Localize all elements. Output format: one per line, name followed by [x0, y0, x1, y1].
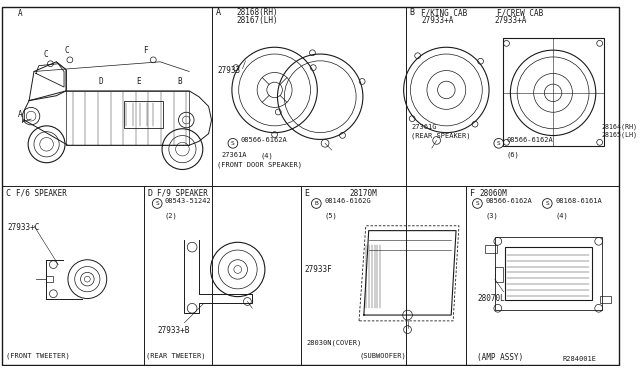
Text: 27933+A: 27933+A: [495, 16, 527, 25]
Text: 08566-6162A: 08566-6162A: [506, 137, 553, 143]
Text: F: F: [470, 189, 475, 198]
Bar: [45, 276, 53, 282]
Text: 28070L: 28070L: [477, 294, 505, 303]
Text: (6): (6): [506, 151, 519, 158]
Text: 27361A: 27361A: [221, 152, 247, 158]
Text: F: F: [143, 46, 148, 55]
Text: E: E: [305, 189, 310, 198]
Text: A: A: [216, 9, 220, 17]
Text: 27933+A: 27933+A: [421, 16, 454, 25]
Text: S: S: [156, 201, 159, 206]
Bar: [504, 247, 592, 301]
Bar: [495, 266, 502, 282]
Text: F/9 SPEAKER: F/9 SPEAKER: [157, 189, 208, 198]
Text: 28165(LH): 28165(LH): [602, 132, 637, 138]
Bar: [502, 38, 604, 146]
Text: A: A: [17, 9, 22, 18]
Text: 28164(RH): 28164(RH): [602, 124, 637, 131]
Text: (REAR SPEAKER): (REAR SPEAKER): [412, 133, 471, 139]
Text: B: B: [177, 77, 182, 86]
Text: (FRONT TWEETER): (FRONT TWEETER): [6, 353, 70, 359]
Text: B: B: [410, 9, 415, 17]
Text: 28167(LH): 28167(LH): [237, 16, 278, 25]
Text: (4): (4): [555, 212, 568, 219]
Text: 28168(RH): 28168(RH): [237, 9, 278, 17]
Text: 27361G: 27361G: [412, 124, 437, 130]
Text: R284001E: R284001E: [563, 356, 596, 362]
Text: S: S: [231, 141, 235, 146]
Text: (REAR TWEETER): (REAR TWEETER): [145, 353, 205, 359]
Text: 08168-6161A: 08168-6161A: [555, 198, 602, 203]
Text: F/CREW CAB: F/CREW CAB: [497, 9, 543, 17]
Text: S: S: [476, 201, 479, 206]
Text: A: A: [17, 110, 22, 119]
Text: F/KING CAB: F/KING CAB: [421, 9, 467, 17]
Bar: [124, 100, 163, 128]
Text: (AMP ASSY): (AMP ASSY): [477, 353, 524, 362]
Text: S: S: [545, 201, 549, 206]
Text: 28030N(COVER): 28030N(COVER): [307, 339, 362, 346]
Bar: [485, 245, 497, 253]
Text: 08543-51242: 08543-51242: [165, 198, 212, 203]
Text: E: E: [136, 77, 140, 86]
Text: 08566-6162A: 08566-6162A: [485, 198, 532, 203]
Text: B: B: [314, 201, 318, 206]
Text: D: D: [147, 189, 152, 198]
Text: S: S: [497, 141, 500, 146]
Text: (3): (3): [485, 212, 498, 219]
Text: 28060M: 28060M: [479, 189, 507, 198]
Text: 27933F: 27933F: [305, 264, 332, 273]
Bar: [600, 296, 611, 304]
Text: C: C: [64, 46, 68, 55]
Text: (4): (4): [260, 152, 273, 158]
Text: D: D: [99, 77, 104, 86]
Text: (2): (2): [165, 212, 178, 219]
Text: C: C: [44, 50, 48, 59]
Text: 08566-6162A: 08566-6162A: [241, 137, 287, 143]
Text: (FRONT DOOR SPEAKER): (FRONT DOOR SPEAKER): [218, 162, 302, 168]
Text: F/6 SPEAKER: F/6 SPEAKER: [15, 189, 67, 198]
Text: 27933+C: 27933+C: [8, 223, 40, 232]
Text: 08146-6162G: 08146-6162G: [324, 198, 371, 203]
Text: 27933+B: 27933+B: [157, 326, 189, 335]
Text: C: C: [6, 189, 11, 198]
Text: (5): (5): [324, 212, 337, 219]
Text: (SUBWOOFER): (SUBWOOFER): [359, 353, 406, 359]
Bar: [495, 237, 602, 310]
Text: 27933: 27933: [218, 66, 241, 75]
Text: 28170M: 28170M: [349, 189, 377, 198]
